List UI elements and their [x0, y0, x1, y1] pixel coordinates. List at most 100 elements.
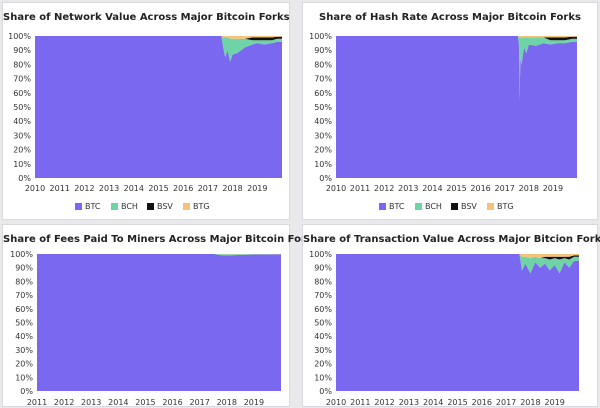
x-tick-label: 2010	[326, 184, 346, 193]
x-tick-label: 2011	[350, 398, 370, 407]
y-tick-label: 70%	[314, 291, 332, 300]
chart-network-value-plot: 0% 10% 20% 30% 40% 50% 60% 70% 80% 90% 100% 2010 201…	[3, 3, 291, 221]
y-tick-label: 60%	[314, 305, 332, 314]
x-tick-label: 2011	[50, 184, 70, 193]
legend-label-bsv: BSV	[461, 202, 477, 211]
y-tick-label: 30%	[15, 346, 33, 355]
x-tick-label: 2015	[447, 398, 467, 407]
x-tick-label: 2018	[519, 184, 539, 193]
x-tick-label: 2014	[124, 184, 144, 193]
legend-swatch-bsv	[451, 203, 458, 210]
y-tick-label: 80%	[314, 277, 332, 286]
legend-swatch-bch	[111, 203, 118, 210]
y-tick-label: 60%	[15, 305, 33, 314]
legend-label-bch: BCH	[121, 202, 138, 211]
y-tick-label: 80%	[13, 60, 31, 69]
chart-network-value: Share of Network Value Across Major Bitc…	[2, 2, 290, 220]
y-tick-label: 100%	[309, 250, 332, 259]
x-tick-label: 2019	[244, 398, 264, 407]
area-btc	[336, 36, 577, 178]
legend-swatch-btg	[487, 203, 494, 210]
x-tick-label: 2018	[520, 398, 540, 407]
x-tick-label: 2012	[74, 184, 94, 193]
x-tick-label: 2015	[135, 398, 155, 407]
y-tick-label: 40%	[13, 117, 31, 126]
y-tick-label: 30%	[314, 131, 332, 140]
y-tick-label: 10%	[15, 373, 33, 382]
y-tick-label: 0%	[18, 174, 31, 183]
x-tick-label: 2013	[81, 398, 101, 407]
legend-label-btc: BTC	[85, 202, 101, 211]
x-tick-label: 2016	[162, 398, 182, 407]
x-tick-label: 2013	[398, 184, 418, 193]
x-tick-label: 2016	[472, 398, 492, 407]
y-tick-label: 0%	[20, 387, 33, 396]
x-tick-label: 2018	[217, 398, 237, 407]
x-tick-label: 2019	[247, 184, 267, 193]
x-tick-label: 2016	[470, 184, 490, 193]
y-tick-label: 20%	[15, 360, 33, 369]
y-tick-label: 60%	[314, 89, 332, 98]
legend-swatch-btg	[183, 203, 190, 210]
x-tick-label: 2017	[495, 184, 515, 193]
y-tick-label: 20%	[314, 360, 332, 369]
x-tick-label: 2012	[374, 184, 394, 193]
y-tick-label: 0%	[319, 387, 332, 396]
area-btc	[35, 36, 282, 178]
y-tick-label: 50%	[314, 319, 332, 328]
legend-swatch-btc	[379, 203, 386, 210]
y-tick-label: 100%	[309, 32, 332, 41]
y-tick-label: 90%	[314, 264, 332, 273]
area-btc	[336, 254, 579, 391]
x-tick-label: 2014	[423, 398, 443, 407]
y-tick-label: 40%	[314, 117, 332, 126]
x-tick-label: 2017	[198, 184, 218, 193]
x-tick-label: 2016	[173, 184, 193, 193]
y-tick-label: 70%	[13, 75, 31, 84]
y-tick-label: 10%	[13, 160, 31, 169]
x-tick-label: 2012	[374, 398, 394, 407]
chart-hash-rate: Share of Hash Rate Across Major Bitcoin …	[302, 2, 598, 220]
x-tick-label: 2015	[446, 184, 466, 193]
y-tick-label: 90%	[13, 46, 31, 55]
x-tick-label: 2012	[54, 398, 74, 407]
x-tick-label: 2011	[350, 184, 370, 193]
x-tick-label: 2011	[27, 398, 47, 407]
y-tick-label: 70%	[314, 75, 332, 84]
x-tick-label: 2013	[99, 184, 119, 193]
y-tick-label: 80%	[314, 60, 332, 69]
chart-transaction-value: Share of Transaction Value Across Major …	[302, 224, 598, 407]
chart-fees-paid: Share of Fees Paid To Miners Across Majo…	[2, 224, 290, 407]
y-tick-label: 100%	[10, 250, 33, 259]
y-tick-label: 0%	[319, 174, 332, 183]
y-tick-label: 50%	[13, 103, 31, 112]
legend-label-bsv: BSV	[157, 202, 173, 211]
y-tick-label: 100%	[8, 32, 31, 41]
legend-swatch-btc	[75, 203, 82, 210]
y-tick-label: 30%	[13, 131, 31, 140]
x-tick-label: 2017	[189, 398, 209, 407]
y-tick-label: 30%	[314, 346, 332, 355]
x-tick-label: 2018	[222, 184, 242, 193]
y-tick-label: 20%	[13, 146, 31, 155]
y-tick-label: 80%	[15, 277, 33, 286]
x-tick-label: 2017	[496, 398, 516, 407]
y-tick-label: 10%	[314, 160, 332, 169]
legend-label-bch: BCH	[425, 202, 442, 211]
y-tick-label: 60%	[13, 89, 31, 98]
y-tick-label: 40%	[15, 332, 33, 341]
y-tick-label: 50%	[314, 103, 332, 112]
y-tick-label: 90%	[15, 264, 33, 273]
x-tick-label: 2015	[148, 184, 168, 193]
y-tick-label: 20%	[314, 146, 332, 155]
x-tick-label: 2010	[25, 184, 45, 193]
x-tick-label: 2019	[545, 398, 565, 407]
legend-swatch-bsv	[147, 203, 154, 210]
area-btc	[37, 254, 281, 391]
y-tick-label: 50%	[15, 319, 33, 328]
legend-label-btc: BTC	[389, 202, 405, 211]
